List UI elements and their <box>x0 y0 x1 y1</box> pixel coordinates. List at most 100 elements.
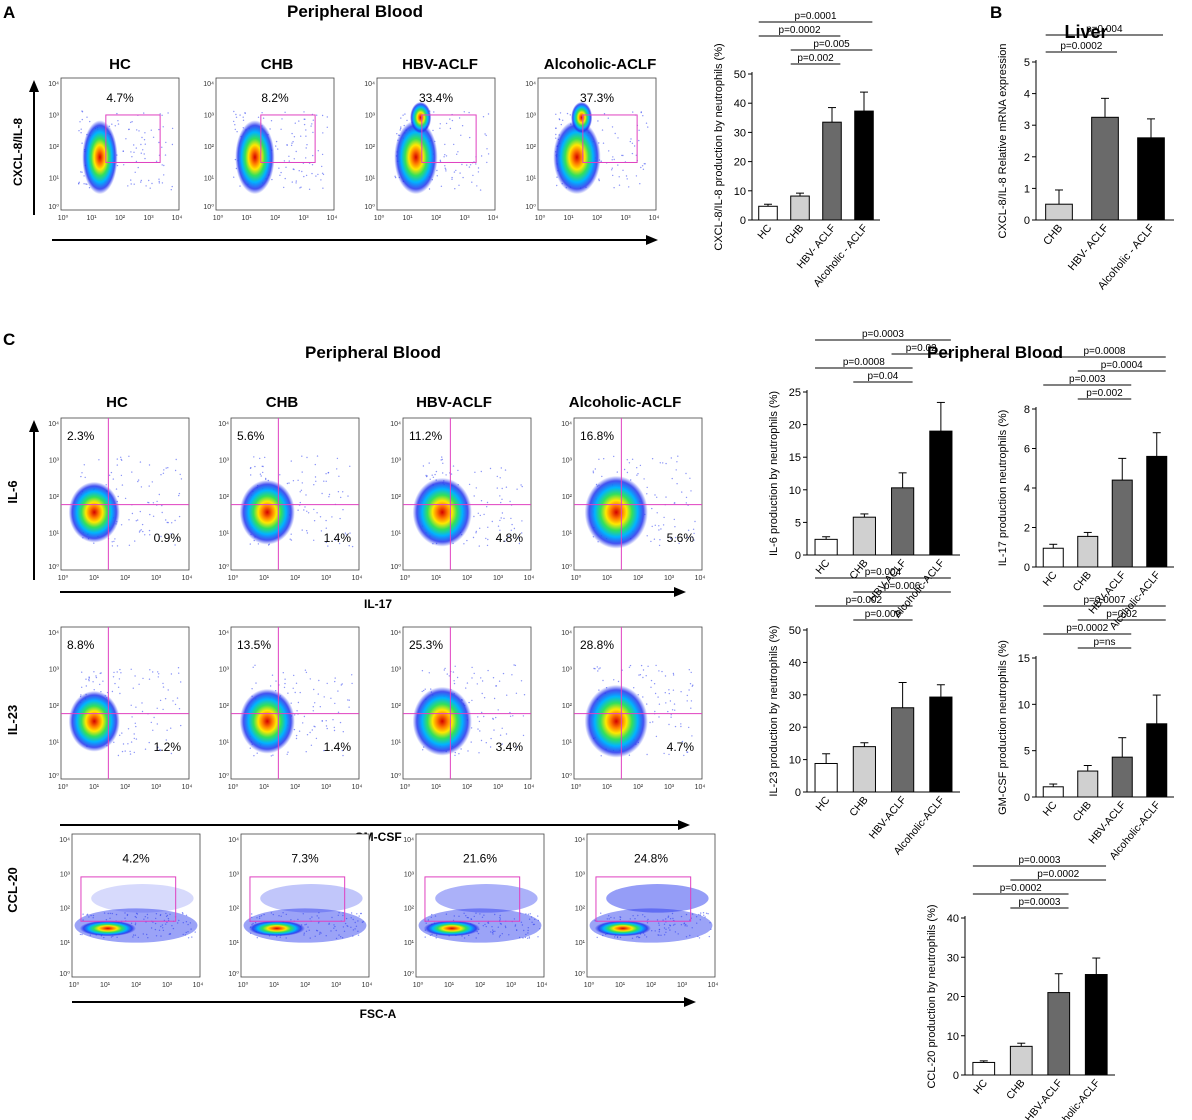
x-tick-label: 10² <box>462 784 473 791</box>
density-cloud <box>248 920 305 937</box>
x-tick-label: 10⁴ <box>649 215 660 222</box>
event-dot <box>157 671 159 673</box>
event-dot <box>184 934 187 936</box>
event-dot <box>181 912 184 914</box>
event-dot <box>489 467 492 470</box>
event-dot <box>292 141 294 143</box>
event-dot <box>603 458 605 460</box>
event-dot <box>471 666 473 669</box>
event-dot <box>280 915 282 917</box>
x-tick-label: 10⁴ <box>182 784 193 791</box>
event-dot <box>510 517 512 520</box>
event-dot <box>637 914 639 917</box>
event-dot <box>305 671 308 674</box>
event-dot <box>162 929 165 932</box>
event-dot <box>681 491 683 493</box>
event-dot <box>312 119 314 121</box>
x-tick-label: 10² <box>270 215 281 222</box>
y-tick-label: 10³ <box>404 871 415 878</box>
event-dot <box>304 669 307 671</box>
y-tick-label: 10⁰ <box>561 563 572 571</box>
event-dot <box>133 144 135 146</box>
event-dot <box>164 154 167 156</box>
quadrant-upper-left-percentage: 2.3% <box>67 429 95 443</box>
event-dot <box>678 542 680 545</box>
event-dot <box>176 537 178 540</box>
event-dot <box>662 462 664 464</box>
x-tick-label: 10¹ <box>259 575 270 582</box>
event-dot <box>501 512 504 514</box>
event-dot <box>693 532 695 535</box>
event-dot <box>691 735 693 737</box>
event-dot <box>687 536 689 539</box>
event-dot <box>394 175 396 177</box>
bar-alcoholic-aclf <box>1146 723 1168 798</box>
event-dot <box>479 913 481 915</box>
event-dot <box>497 926 499 928</box>
y-tick-label: 10³ <box>391 667 402 674</box>
x-tick-label: 10⁰ <box>58 574 69 582</box>
event-dot <box>135 520 137 522</box>
event-dot <box>532 923 535 926</box>
event-dot <box>167 689 169 691</box>
event-dot <box>160 535 162 538</box>
event-dot <box>628 186 630 188</box>
event-dot <box>660 528 662 530</box>
event-dot <box>158 673 160 675</box>
event-dot <box>302 722 304 724</box>
y-axis-label: GM-CSF production neutrophils (%) <box>997 640 1009 815</box>
event-dot <box>111 545 114 547</box>
event-dot <box>127 743 129 745</box>
event-dot <box>270 120 273 122</box>
event-dot <box>88 676 90 678</box>
event-dot <box>630 138 632 140</box>
event-dot <box>269 128 271 130</box>
event-dot <box>261 112 263 114</box>
event-dot <box>308 929 310 931</box>
event-dot <box>672 672 675 675</box>
event-dot <box>457 469 459 472</box>
event-dot <box>482 116 485 118</box>
event-dot <box>485 134 487 137</box>
event-dot <box>634 918 636 920</box>
event-dot <box>265 477 267 480</box>
event-dot <box>249 747 251 749</box>
event-dot <box>108 474 111 476</box>
y-tick-label: 10¹ <box>219 740 230 747</box>
event-dot <box>406 119 408 122</box>
x-tick-label: 10³ <box>151 784 162 791</box>
event-dot <box>178 515 181 518</box>
event-dot <box>152 502 155 504</box>
y-tick-label: 10³ <box>49 667 60 674</box>
event-dot <box>328 923 330 925</box>
event-dot <box>520 680 523 682</box>
event-dot <box>342 491 344 493</box>
event-dot <box>325 473 327 475</box>
event-dot <box>601 129 604 131</box>
event-dot <box>110 471 113 474</box>
event-dot <box>313 508 315 511</box>
event-dot <box>619 936 622 939</box>
event-dot <box>446 673 448 675</box>
event-dot <box>626 459 628 461</box>
event-dot <box>317 693 319 695</box>
event-dot <box>83 464 86 466</box>
p-value-label: p=0.0002 <box>1066 623 1108 634</box>
event-dot <box>148 179 150 182</box>
event-dot <box>654 494 656 496</box>
event-dot <box>317 922 320 924</box>
event-dot <box>341 749 344 752</box>
y-tick-label: 4 <box>1024 89 1030 101</box>
event-dot <box>555 133 557 136</box>
event-dot <box>178 919 180 922</box>
event-dot <box>691 536 693 538</box>
x-tick-label: 10² <box>115 215 126 222</box>
event-dot <box>641 165 644 167</box>
x-category-label: CHB <box>1041 222 1065 248</box>
event-dot <box>291 142 293 144</box>
event-dot <box>651 458 654 460</box>
event-dot <box>88 680 90 682</box>
x-tick-label: 10¹ <box>615 982 626 989</box>
event-dot <box>326 682 328 685</box>
